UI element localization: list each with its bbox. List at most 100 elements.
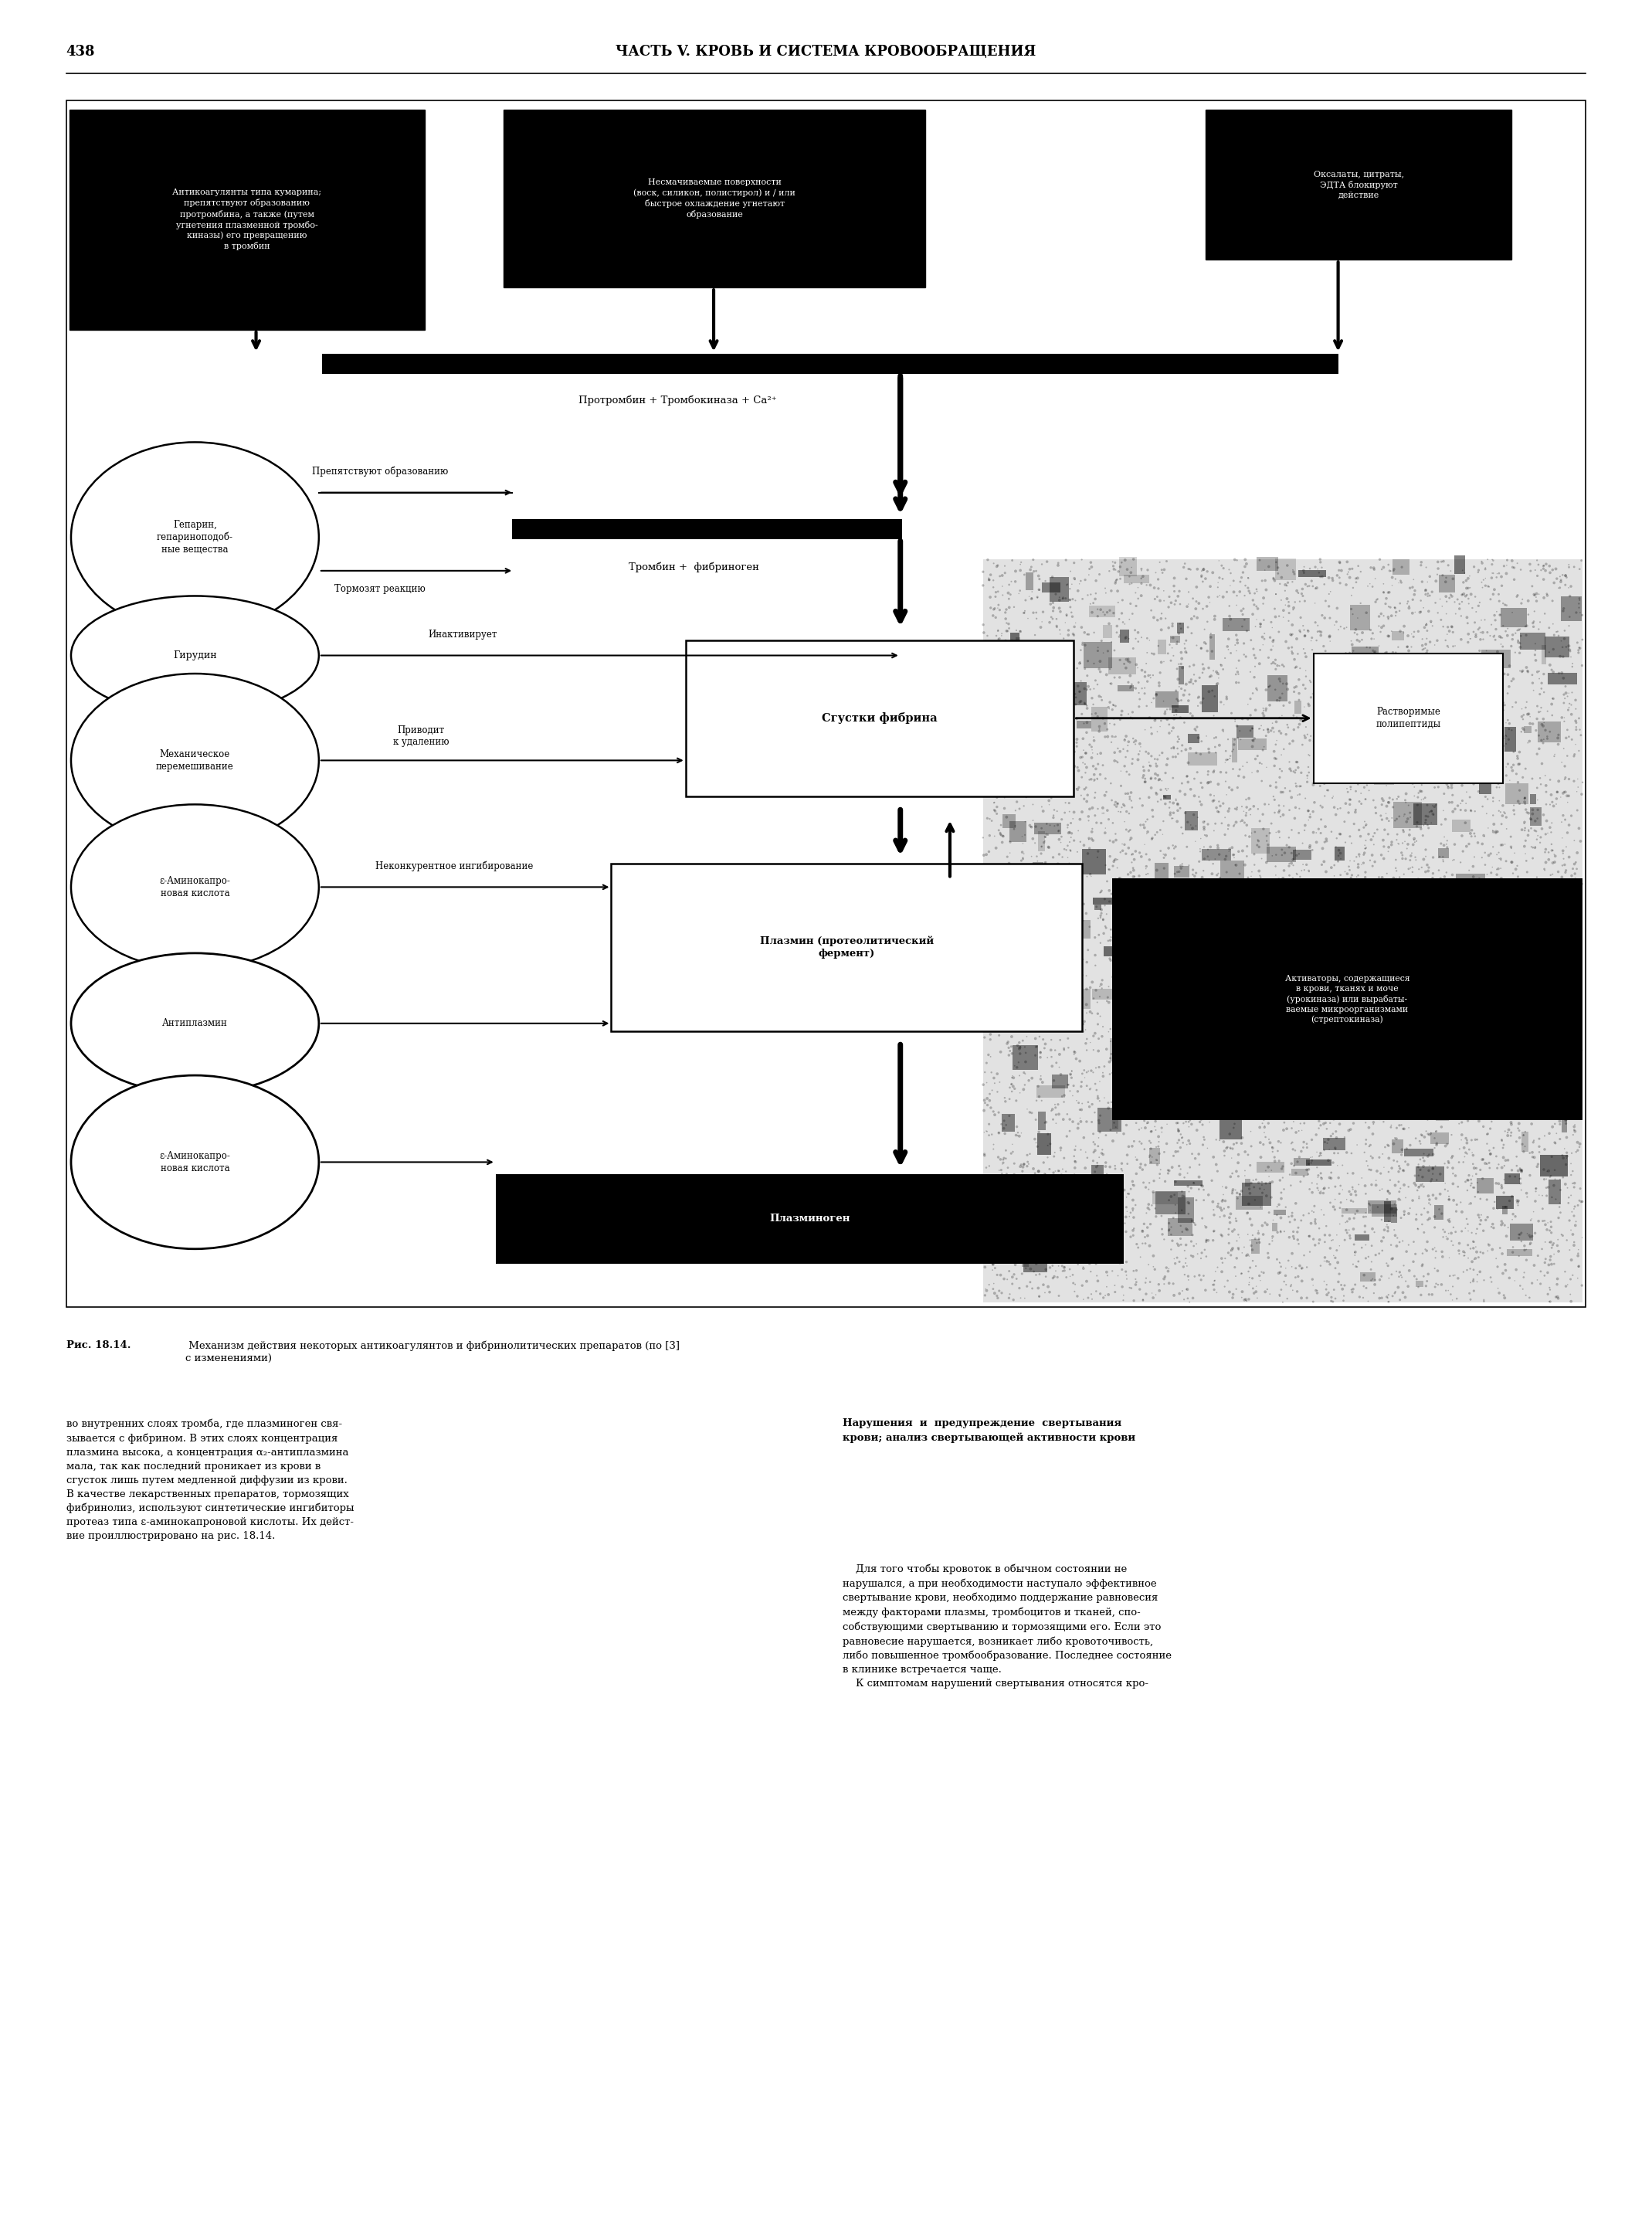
Point	[1044, 684, 1070, 719]
Point	[1307, 742, 1333, 777]
Point	[1315, 1171, 1341, 1206]
Point	[988, 1008, 1014, 1043]
Point	[1414, 576, 1441, 612]
Point	[1399, 849, 1426, 885]
Point	[1526, 677, 1553, 713]
Point	[1396, 1168, 1422, 1204]
Point	[1371, 945, 1398, 981]
Point	[1180, 1081, 1206, 1117]
Point	[1049, 820, 1075, 856]
Point	[1426, 552, 1452, 588]
Point	[1229, 996, 1256, 1032]
Point	[1366, 735, 1393, 771]
Point	[1325, 764, 1351, 800]
Point	[1074, 1264, 1100, 1300]
Point	[1028, 1039, 1054, 1075]
Point	[1446, 641, 1472, 677]
Point	[1437, 724, 1464, 760]
Point	[1520, 1139, 1546, 1175]
FancyBboxPatch shape	[1150, 1148, 1160, 1164]
Point	[1379, 954, 1406, 990]
Point	[971, 1137, 998, 1173]
Point	[1039, 1184, 1066, 1220]
Point	[1143, 677, 1170, 713]
Point	[983, 619, 1009, 655]
Point	[1546, 1184, 1573, 1220]
Point	[1090, 1059, 1117, 1095]
Point	[1403, 1168, 1429, 1204]
Point	[1194, 961, 1221, 996]
Point	[1477, 733, 1503, 768]
Point	[1189, 552, 1216, 588]
Point	[1303, 1273, 1330, 1309]
Point	[1232, 847, 1259, 882]
Point	[1201, 896, 1227, 932]
Point	[981, 793, 1008, 829]
Point	[1216, 833, 1242, 869]
Point	[1355, 815, 1381, 851]
Point	[1398, 800, 1424, 836]
Point	[1120, 1168, 1146, 1204]
Point	[1502, 1077, 1528, 1113]
Point	[1264, 907, 1290, 943]
Point	[1070, 1242, 1097, 1278]
Point	[1247, 1032, 1274, 1068]
Point	[1520, 1052, 1546, 1088]
Point	[1221, 1249, 1247, 1285]
Point	[1024, 684, 1051, 719]
Point	[1138, 710, 1165, 746]
Point	[1333, 1025, 1360, 1061]
Point	[1090, 791, 1117, 827]
Point	[1305, 1159, 1332, 1195]
Point	[1189, 563, 1216, 599]
Point	[1064, 701, 1090, 737]
Point	[1146, 1052, 1173, 1088]
FancyBboxPatch shape	[1155, 690, 1178, 708]
Point	[1460, 1151, 1487, 1186]
Point	[1389, 1110, 1416, 1146]
Point	[1512, 1050, 1538, 1086]
Point	[1208, 648, 1234, 684]
Point	[1267, 1256, 1294, 1291]
Point	[1540, 1032, 1566, 1068]
Point	[1394, 619, 1421, 655]
Point	[1193, 561, 1219, 596]
Point	[1312, 882, 1338, 918]
FancyBboxPatch shape	[1498, 970, 1512, 976]
Point	[1414, 847, 1441, 882]
Point	[1366, 599, 1393, 634]
Point	[1151, 786, 1178, 822]
Point	[1188, 1262, 1214, 1298]
Point	[1118, 956, 1145, 992]
Point	[1345, 976, 1371, 1012]
Point	[1277, 961, 1303, 996]
Point	[1498, 844, 1525, 880]
Point	[1351, 701, 1378, 737]
Point	[1462, 579, 1488, 614]
Point	[1189, 1050, 1216, 1086]
Point	[1218, 909, 1244, 945]
Point	[971, 856, 998, 891]
Point	[1457, 1050, 1483, 1086]
Point	[1021, 900, 1047, 936]
Point	[1026, 558, 1052, 594]
Point	[1221, 840, 1247, 876]
Point	[1320, 871, 1346, 907]
Point	[1462, 617, 1488, 652]
Point	[1175, 744, 1201, 780]
Point	[1226, 657, 1252, 693]
Point	[1024, 1200, 1051, 1235]
Point	[1401, 572, 1427, 608]
Point	[1142, 1039, 1168, 1075]
Point	[1077, 1240, 1104, 1276]
Point	[1028, 985, 1054, 1021]
Point	[1483, 715, 1510, 751]
Point	[1176, 1151, 1203, 1186]
Point	[1528, 925, 1555, 961]
Point	[1097, 943, 1123, 978]
Point	[1414, 905, 1441, 941]
Point	[1386, 1182, 1412, 1218]
Point	[1100, 1173, 1127, 1209]
Point	[1044, 706, 1070, 742]
Point	[1181, 777, 1208, 813]
